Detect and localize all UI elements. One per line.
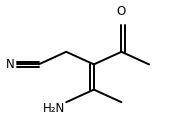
Text: N: N xyxy=(6,58,14,71)
Text: O: O xyxy=(117,4,126,18)
Text: H₂N: H₂N xyxy=(43,102,65,115)
